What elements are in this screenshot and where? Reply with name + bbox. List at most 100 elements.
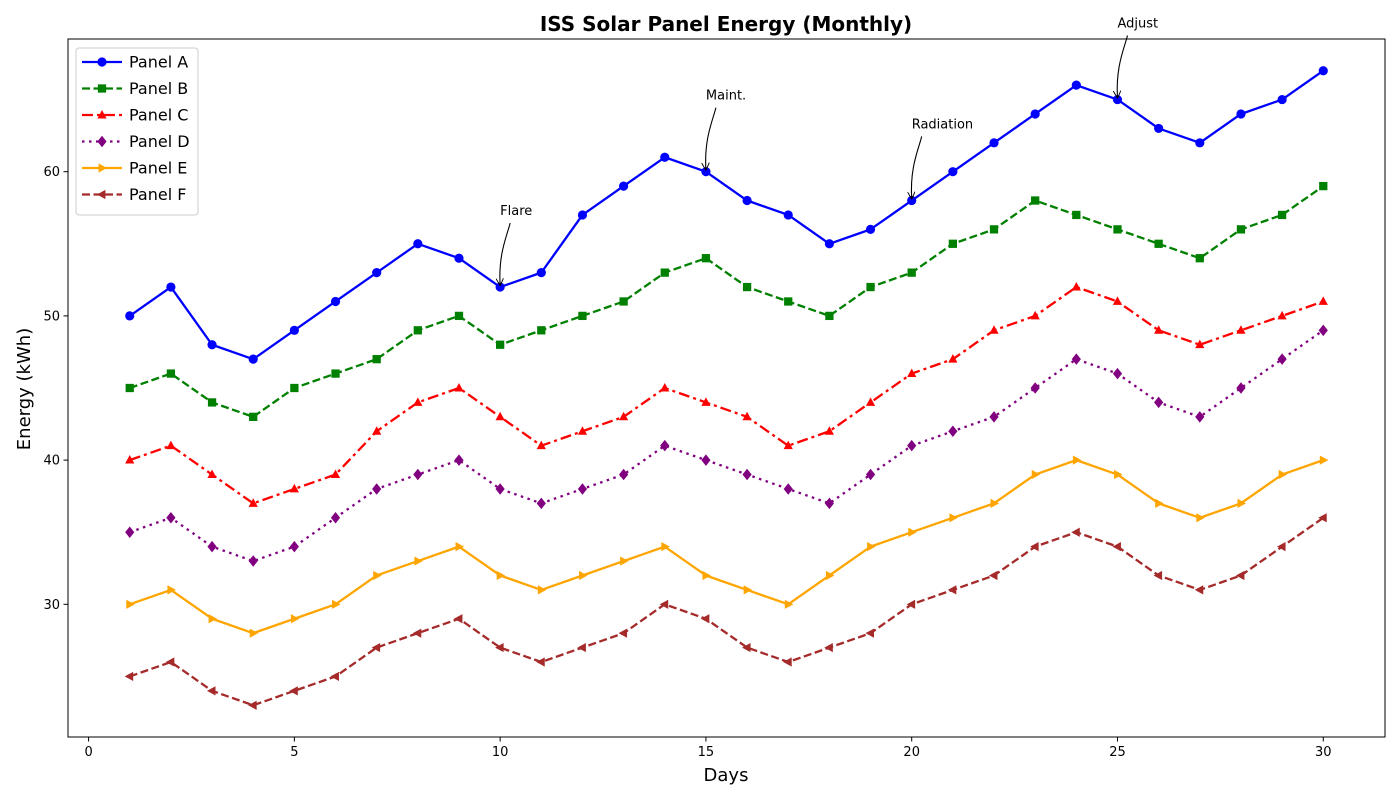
data-point-panel-b xyxy=(578,311,587,321)
data-point-panel-b xyxy=(619,297,628,306)
data-point-panel-f xyxy=(906,599,916,609)
data-point-panel-b xyxy=(166,369,176,378)
data-point-panel-e xyxy=(1196,513,1205,523)
legend-box xyxy=(75,47,199,216)
data-point-panel-a xyxy=(166,282,176,292)
data-point-panel-b xyxy=(907,268,916,277)
data-point-panel-d xyxy=(536,497,546,510)
data-point-panel-b xyxy=(454,311,464,321)
data-point-panel-c xyxy=(413,397,423,406)
data-point-panel-e xyxy=(167,585,176,595)
data-point-panel-c xyxy=(824,426,834,435)
data-point-panel-a xyxy=(989,138,999,148)
legend-marker-panel-d xyxy=(97,135,107,148)
data-point-panel-a xyxy=(865,224,876,234)
data-point-panel-e xyxy=(949,513,958,523)
y-axis-label: Energy (kWh) xyxy=(14,328,35,450)
data-point-panel-f xyxy=(1071,527,1080,537)
legend-item-panel-d: Panel D xyxy=(82,132,190,151)
data-point-panel-d xyxy=(577,483,588,495)
data-point-panel-b xyxy=(1031,196,1040,205)
series-panel-b xyxy=(125,181,1328,421)
data-point-panel-b xyxy=(537,326,546,335)
data-point-panel-b xyxy=(701,254,711,263)
data-point-panel-c xyxy=(372,426,382,435)
data-point-panel-f xyxy=(1194,585,1204,595)
data-point-panel-f xyxy=(371,642,381,653)
annotation-arrow xyxy=(706,107,717,170)
data-point-panel-f xyxy=(1030,542,1039,552)
data-point-panel-c xyxy=(166,440,176,450)
data-point-panel-d xyxy=(907,439,917,452)
data-point-panel-f xyxy=(865,628,874,638)
data-point-panel-f xyxy=(742,642,751,653)
data-point-panel-f xyxy=(988,570,998,581)
legend-label-panel-f: Panel F xyxy=(129,185,186,204)
legend-label-panel-b: Panel B xyxy=(129,79,188,98)
data-point-panel-d xyxy=(1071,353,1081,365)
data-point-panel-b xyxy=(1236,225,1246,234)
axes-frame xyxy=(67,38,1386,738)
data-point-panel-d xyxy=(701,454,711,466)
x-tick-label: 10 xyxy=(492,745,509,760)
data-point-panel-c xyxy=(619,411,629,421)
data-point-panel-a xyxy=(948,167,958,177)
data-point-panel-e xyxy=(908,527,917,537)
data-point-panel-a xyxy=(1195,138,1205,148)
data-point-panel-f xyxy=(206,686,216,696)
annotation-flare: Flare xyxy=(500,204,532,285)
data-point-panel-d xyxy=(1030,382,1040,394)
data-point-panel-b xyxy=(1277,210,1287,220)
data-point-panel-e xyxy=(1072,455,1082,465)
legend-label-panel-e: Panel E xyxy=(129,159,187,178)
data-point-panel-d xyxy=(372,483,382,495)
data-point-panel-b xyxy=(1195,254,1204,263)
data-point-panel-e xyxy=(208,614,218,624)
data-point-panel-b xyxy=(948,239,957,248)
data-point-panel-b xyxy=(1072,210,1081,220)
x-tick-label: 15 xyxy=(698,745,715,760)
data-point-panel-f xyxy=(1112,542,1121,552)
annotation-arrow xyxy=(911,136,923,198)
series-line-panel-d xyxy=(129,329,1324,563)
data-point-panel-d xyxy=(989,411,999,423)
data-point-panel-b xyxy=(866,282,875,292)
data-point-panel-b xyxy=(290,383,299,393)
series-panel-c xyxy=(125,281,1328,507)
data-point-panel-a xyxy=(1071,80,1081,90)
annotations-layer: Flare Maint. Radiation Adjust xyxy=(500,16,1158,285)
data-point-panel-f xyxy=(783,657,792,667)
data-point-panel-e xyxy=(1319,455,1329,465)
data-point-panel-c xyxy=(577,426,588,435)
data-point-panel-b xyxy=(413,326,422,335)
data-point-panel-c xyxy=(330,469,341,478)
y-tick-label: 60 xyxy=(43,165,60,180)
data-point-panel-c xyxy=(536,440,546,450)
data-point-panel-e xyxy=(126,599,135,609)
data-point-panel-e xyxy=(661,542,670,552)
data-point-panel-c xyxy=(1236,325,1246,334)
data-point-panel-a xyxy=(372,268,382,278)
data-point-panel-b xyxy=(825,311,834,321)
legend-item-panel-b: Panel B xyxy=(82,79,188,98)
data-point-panel-c xyxy=(1277,310,1287,320)
data-point-panel-f xyxy=(1318,513,1327,523)
legend-marker-panel-a xyxy=(97,57,107,67)
data-point-panel-a xyxy=(660,152,670,162)
data-point-panel-e xyxy=(249,628,259,638)
data-point-panel-d xyxy=(248,555,258,567)
data-point-panel-f xyxy=(536,657,545,667)
x-tick-label: 30 xyxy=(1315,745,1332,760)
data-point-panel-d xyxy=(1318,324,1328,337)
data-point-panel-c xyxy=(289,483,299,493)
data-point-panel-d xyxy=(125,526,135,538)
data-point-panel-f xyxy=(124,671,134,682)
data-point-panel-a xyxy=(1277,94,1287,105)
data-point-panel-e xyxy=(1237,498,1247,508)
series-line-panel-a xyxy=(129,69,1324,361)
x-tick-label: 0 xyxy=(84,745,92,760)
series-line-panel-e xyxy=(129,458,1324,635)
chart-title: ISS Solar Panel Energy (Monthly) xyxy=(540,12,912,36)
data-point-panel-f xyxy=(577,642,586,653)
data-point-panel-c xyxy=(742,411,752,421)
